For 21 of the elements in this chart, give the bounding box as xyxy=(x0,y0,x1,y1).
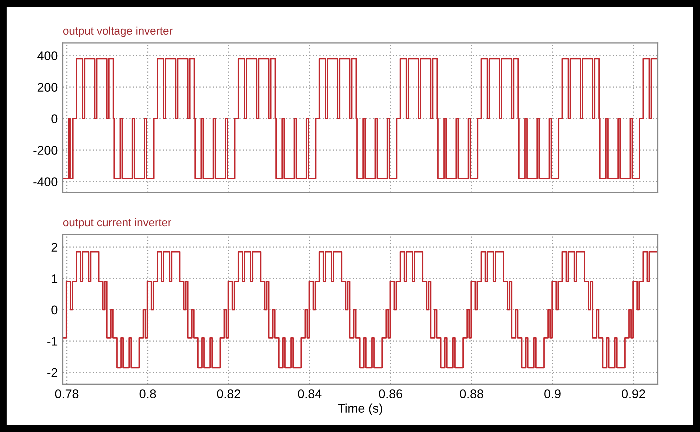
y-tick-label: -2 xyxy=(48,368,58,378)
y-tick-label: -1 xyxy=(48,337,58,346)
x-axis-title: Time (s) xyxy=(338,404,382,416)
x-tick-label: 0.82 xyxy=(217,390,240,399)
x-tick-label: 0.78 xyxy=(55,390,79,399)
chart-title: output voltage inverter xyxy=(63,26,173,38)
x-tick-label: 0.86 xyxy=(379,390,402,399)
x-tick-label: 0.84 xyxy=(298,390,322,399)
y-tick-label: 0 xyxy=(52,114,58,124)
y-tick-label: 0 xyxy=(52,306,58,315)
x-tick-label: 0.88 xyxy=(460,390,484,399)
x-tick-label: 0.92 xyxy=(622,390,646,399)
chart-title: output current inverter xyxy=(63,218,172,229)
y-tick-label: -400 xyxy=(34,178,58,187)
y-tick-label: 2 xyxy=(52,243,58,252)
y-tick-label: -200 xyxy=(34,146,58,155)
y-tick-label: 400 xyxy=(38,52,58,60)
y-tick-label: 1 xyxy=(52,274,58,284)
x-tick-label: 0.9 xyxy=(544,390,561,399)
y-tick-label: 200 xyxy=(38,83,58,92)
x-tick-label: 0.8 xyxy=(140,390,156,399)
